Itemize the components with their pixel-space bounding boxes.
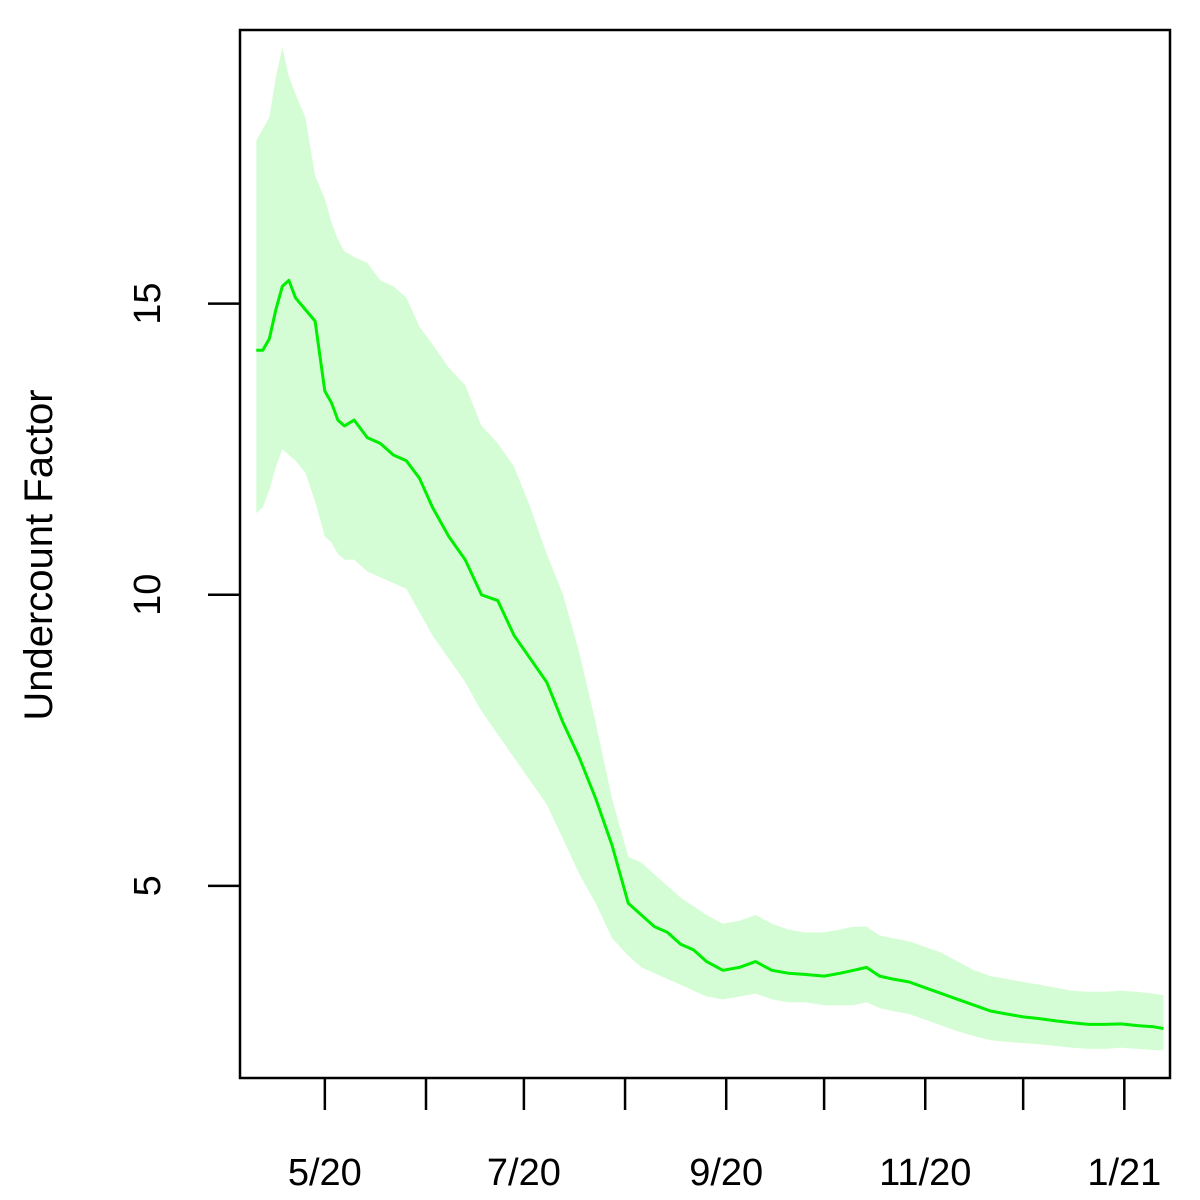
x-tick-label: 11/20: [879, 1152, 971, 1194]
x-tick-label: 9/20: [689, 1152, 763, 1194]
y-tick-label: 5: [127, 875, 169, 896]
x-tick-label: 1/21: [1087, 1152, 1161, 1194]
confidence-band-layer: [256, 47, 1164, 1051]
x-tick-label: 7/20: [487, 1152, 561, 1194]
undercount-line: [256, 278, 1164, 1030]
y-axis: 5 10 15: [127, 283, 240, 896]
plot-frame: [238, 28, 1172, 1080]
y-tick-label: 10: [127, 574, 169, 616]
series-line-layer: [256, 278, 1164, 1030]
x-tick-label: 5/20: [288, 1152, 362, 1194]
confidence-band: [256, 47, 1164, 1051]
y-axis-title: Undercount Factor: [17, 389, 61, 720]
y-tick-label: 15: [127, 283, 169, 325]
x-axis: 5/20 7/20 9/20 11/20 1/21: [288, 1078, 1161, 1194]
